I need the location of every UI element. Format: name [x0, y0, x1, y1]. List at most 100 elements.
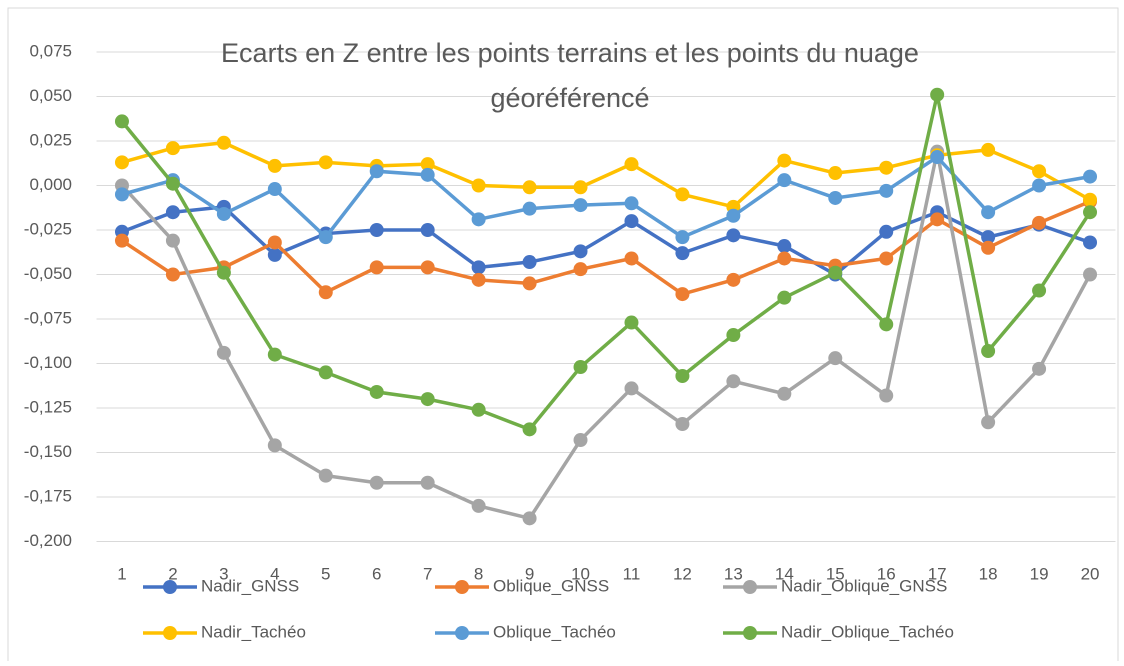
legend-marker	[743, 580, 757, 594]
data-point	[471, 178, 486, 193]
data-point	[522, 422, 537, 437]
data-point	[726, 328, 741, 343]
legend-label: Oblique_Tachéo	[493, 622, 616, 641]
data-point	[165, 205, 180, 220]
y-tick-label: -0,025	[24, 219, 72, 238]
x-tick-label: 18	[979, 564, 998, 583]
data-point	[420, 223, 435, 237]
data-point	[1083, 267, 1098, 282]
data-point	[726, 228, 741, 243]
data-point	[879, 224, 894, 239]
data-point	[318, 285, 333, 300]
data-point	[369, 260, 384, 275]
data-point	[981, 142, 996, 157]
x-tick-label: 10	[571, 564, 590, 583]
data-point	[471, 498, 486, 513]
data-point	[675, 246, 690, 261]
data-point	[726, 208, 741, 223]
data-point	[267, 182, 282, 197]
data-point	[828, 265, 843, 280]
data-point	[573, 244, 588, 259]
data-point	[420, 260, 435, 275]
data-point	[675, 287, 690, 302]
legend-marker	[163, 626, 177, 640]
data-point	[114, 114, 129, 129]
data-point	[930, 150, 945, 165]
data-point	[675, 187, 690, 202]
data-point	[420, 167, 435, 182]
x-tick-label: 20	[1081, 564, 1100, 583]
data-point	[777, 173, 792, 188]
x-tick-label: 15	[826, 564, 845, 583]
data-point	[879, 160, 894, 175]
data-point	[573, 360, 588, 375]
data-point	[1032, 215, 1047, 230]
data-point	[828, 351, 843, 366]
data-point	[216, 345, 231, 360]
data-point	[573, 433, 588, 448]
x-tick-label: 2	[168, 564, 177, 583]
series-line	[121, 155, 1091, 239]
data-point	[828, 166, 843, 181]
legend-label: Nadir_Oblique_Tachéo	[781, 622, 954, 641]
x-tick-label: 16	[877, 564, 896, 583]
x-tick-label: 5	[321, 564, 330, 583]
data-point	[420, 157, 435, 172]
data-point	[522, 201, 537, 216]
data-point	[114, 155, 129, 170]
data-point	[420, 475, 435, 490]
data-point	[522, 276, 537, 291]
x-tick-label: 8	[474, 564, 483, 583]
data-point	[777, 386, 792, 401]
data-point	[267, 247, 282, 262]
data-point	[573, 198, 588, 213]
series-line	[120, 92, 1092, 432]
data-point	[471, 272, 486, 287]
legend-label: Nadir_Tachéo	[201, 622, 306, 641]
data-point	[471, 402, 486, 417]
x-tick-label: 19	[1030, 564, 1049, 583]
data-point	[1032, 178, 1047, 193]
legend-label: Nadir_Oblique_GNSS	[781, 576, 947, 595]
y-tick-label: 0,025	[29, 130, 72, 149]
legend-marker	[163, 580, 177, 594]
y-tick-label: 0,000	[29, 175, 72, 194]
data-point	[1083, 192, 1098, 207]
data-point	[1032, 164, 1047, 179]
data-point	[624, 214, 639, 229]
data-point	[624, 196, 639, 211]
data-point	[930, 212, 945, 227]
legend-label: Nadir_GNSS	[201, 576, 299, 595]
y-tick-label: 0,075	[29, 41, 72, 60]
data-point	[1083, 169, 1098, 184]
data-point	[165, 267, 180, 282]
data-point	[522, 255, 537, 270]
data-point	[675, 417, 690, 432]
legend-marker	[743, 626, 757, 640]
data-point	[267, 347, 282, 362]
data-point	[981, 415, 996, 430]
x-tick-label: 6	[372, 564, 381, 583]
chart-title: géoréférencé	[490, 83, 649, 113]
data-point	[879, 183, 894, 198]
data-point	[471, 212, 486, 227]
x-tick-label: 13	[724, 564, 743, 583]
data-point	[318, 468, 333, 483]
data-point	[573, 262, 588, 277]
data-point	[420, 392, 435, 407]
y-tick-label: -0,125	[24, 397, 72, 416]
data-point	[471, 260, 486, 275]
x-tick-label: 11	[623, 564, 641, 583]
x-tick-label: 3	[219, 564, 228, 583]
series-line	[121, 141, 1091, 209]
y-tick-label: -0,150	[24, 442, 72, 461]
data-point	[777, 153, 792, 168]
data-point	[879, 251, 894, 266]
data-point	[369, 223, 384, 237]
data-point	[981, 205, 996, 220]
data-point	[624, 251, 639, 266]
legend-marker	[455, 580, 469, 594]
data-point	[216, 206, 231, 221]
data-point	[318, 365, 333, 380]
